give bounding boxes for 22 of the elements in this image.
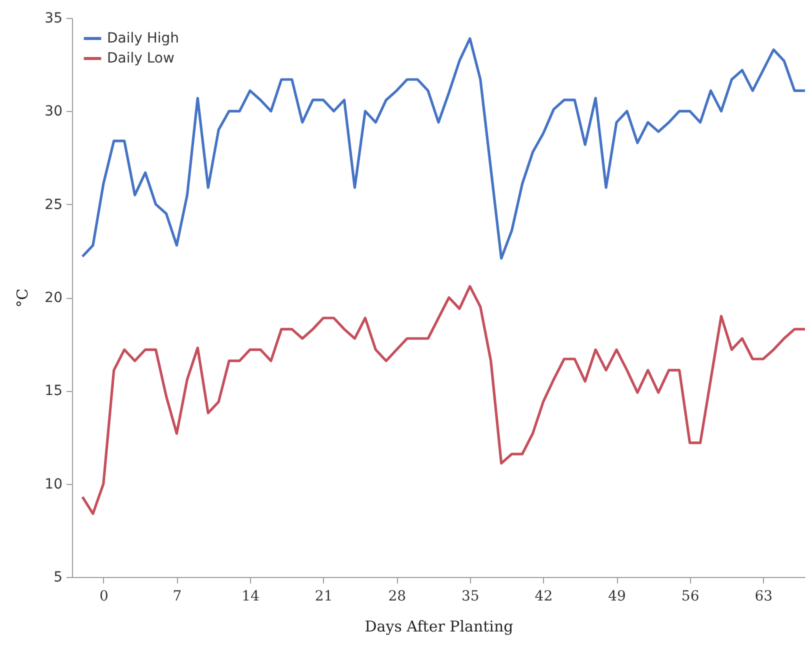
x-tick-label: 35 [462, 588, 480, 604]
x-tick-label: 21 [314, 588, 333, 604]
x-tick-label: 49 [608, 588, 626, 604]
x-tick-label: 42 [534, 588, 553, 604]
y-tick-label: 5 [54, 570, 62, 586]
y-tick-label: 10 [44, 476, 62, 492]
y-tick-label: 30 [44, 104, 62, 120]
y-tick-label: 20 [44, 290, 62, 306]
line-series [81, 285, 806, 515]
x-tick-label: 14 [242, 588, 260, 604]
x-axis-title: Days After Planting [364, 618, 514, 636]
legend-label: Daily Low [107, 50, 174, 66]
y-tick-label: 35 [44, 10, 62, 26]
y-tick-label: 15 [44, 383, 62, 400]
x-tick-label: 63 [754, 588, 773, 604]
x-tick-label: 28 [388, 588, 406, 604]
y-axis-title: °C [14, 288, 32, 308]
legend-label: Daily High [107, 30, 180, 46]
y-tick-label: 25 [44, 196, 62, 213]
x-tick-label: 56 [681, 588, 700, 604]
x-tick-label: 7 [172, 588, 182, 604]
x-tick-label: 0 [99, 588, 108, 604]
